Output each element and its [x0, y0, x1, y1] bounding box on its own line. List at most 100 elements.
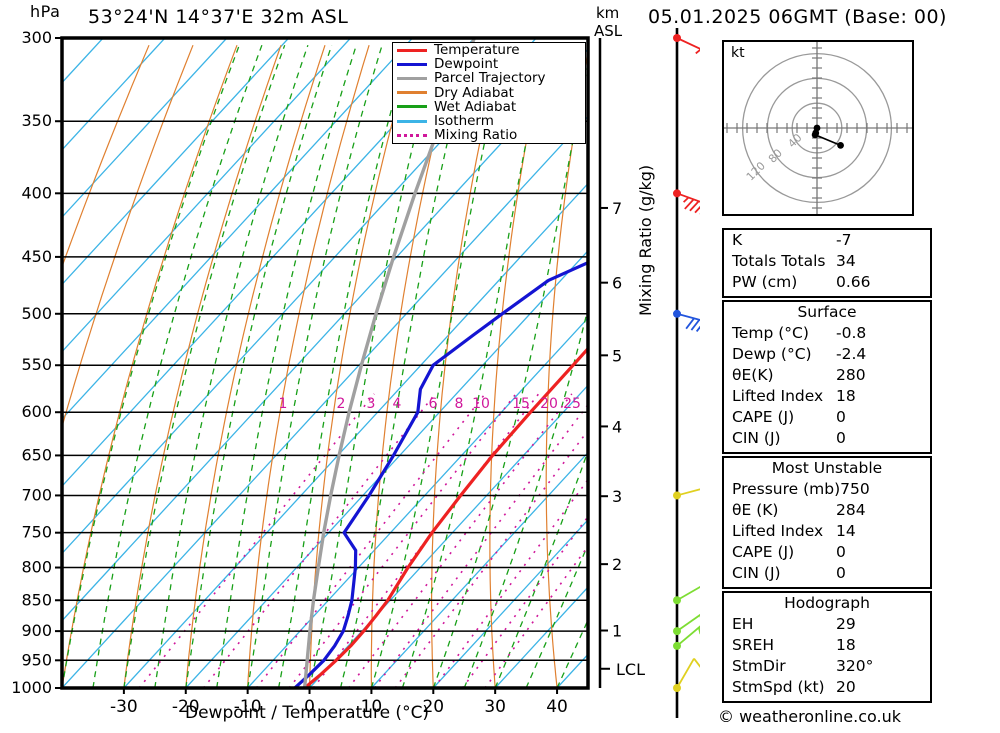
index-row: Totals Totals 34	[724, 251, 930, 272]
temperature-tick-label: -30	[110, 697, 138, 717]
legend-label: Dewpoint	[434, 56, 499, 73]
index-label: K	[732, 231, 743, 249]
index-row: CIN (J) 0	[724, 428, 930, 449]
index-row: CAPE (J) 0	[724, 542, 930, 563]
pressure-tick-label: 700	[21, 485, 52, 504]
isotherm-line	[432, 518, 588, 688]
index-row: θE (K) 284	[724, 500, 930, 521]
index-row: Dewp (°C) -2.4	[724, 344, 930, 365]
index-row: StmSpd (kt) 20	[724, 677, 930, 698]
mixing-ratio-line	[138, 393, 375, 688]
index-value: 20	[836, 678, 856, 696]
index-row: K -7	[724, 230, 930, 251]
wet-adiabat-line	[277, 45, 411, 688]
pressure-tick-label: 600	[21, 402, 52, 421]
wet-adiabat-line	[587, 686, 588, 688]
mixing-ratio-label: 25	[563, 396, 581, 412]
wind-barb	[673, 658, 700, 692]
wet-adiabat-line	[216, 45, 357, 688]
stability-indices-panel: K -7 Totals Totals 34 PW (cm) 0.66	[722, 228, 932, 298]
index-row: StmDir 320°	[724, 656, 930, 677]
index-value: 29	[836, 615, 856, 633]
legend-swatch	[397, 91, 427, 95]
legend-label: Parcel Trajectory	[434, 70, 546, 87]
x-axis-title: Dewpoint / Temperature (°C)	[185, 703, 430, 723]
mixing-ratio-axis-title: Mixing Ratio (g/kg)	[636, 164, 655, 316]
legend-item: Isotherm	[393, 114, 585, 128]
legend-item: Parcel Trajectory	[393, 71, 585, 85]
wet-adiabat-line	[463, 305, 588, 688]
legend-swatch	[397, 48, 427, 52]
index-label: Dewp (°C)	[732, 345, 812, 363]
dry-adiabat-line	[123, 45, 282, 688]
panel-title: Most Unstable	[771, 459, 883, 477]
pressure-tick-label: 950	[21, 650, 52, 669]
mixing-ratio-line	[394, 429, 588, 688]
km-unit-label: km	[596, 4, 620, 22]
mixing-ratio-line	[202, 393, 436, 688]
index-value: -0.8	[836, 324, 867, 342]
dry-adiabat-line	[431, 45, 502, 688]
index-row: θE(K) 280	[724, 365, 930, 386]
wet-adiabat-line	[185, 44, 333, 688]
mixing-ratio-label: 4	[393, 396, 402, 412]
hodograph-panel[interactable]: 40 80 120	[722, 40, 914, 216]
wind-barb	[673, 488, 700, 500]
mixing-ratio-line	[373, 403, 588, 688]
isotherm-line	[62, 38, 228, 219]
dry-adiabat-line	[601, 45, 633, 688]
index-label: θE (K)	[732, 501, 779, 519]
index-value: 18	[836, 387, 856, 405]
index-value: 0	[836, 408, 846, 426]
copyright-label: © weatheronline.co.uk	[718, 707, 901, 726]
legend-item: Temperature	[393, 43, 585, 57]
wet-adiabat-line	[246, 45, 383, 688]
km-tick-label: 7	[612, 199, 622, 218]
pressure-tick-label: 550	[21, 355, 52, 374]
isotherm-line	[62, 38, 475, 488]
index-label: θE(K)	[732, 366, 774, 384]
index-row: Lifted Index 14	[724, 521, 930, 542]
temperature-tick-label: 0	[304, 697, 315, 717]
hodograph-indices-panel: Hodograph EH 29 SREH 18 StmDir 320° StmSpd (kt)…	[722, 591, 932, 703]
index-value: 284	[836, 501, 866, 519]
wet-adiabat-line	[62, 44, 240, 688]
temperature-tick-label: 40	[546, 697, 568, 717]
pressure-tick-label: 400	[21, 183, 52, 202]
dry-adiabat-line	[62, 44, 194, 429]
hodograph-unit-label: kt	[731, 45, 745, 61]
km-tick-label: 1	[612, 622, 622, 641]
index-row: CIN (J) 0	[724, 563, 930, 584]
skewt-diagram: 3003504004505005506006507007508008509009…	[11, 28, 700, 718]
index-label: Pressure (mb)	[732, 480, 841, 498]
isotherm-line	[247, 317, 588, 688]
wet-adiabat-line	[339, 45, 472, 688]
wet-adiabat-line	[370, 45, 508, 688]
km-tick-label: 3	[612, 487, 622, 506]
legend-swatch	[397, 133, 427, 137]
legend-swatch	[397, 76, 427, 80]
index-label: Temp (°C)	[732, 324, 809, 342]
panel-title: Hodograph	[784, 594, 870, 612]
index-label: Totals Totals	[732, 252, 826, 270]
index-value: 0	[836, 564, 846, 582]
dry-adiabat-line	[62, 44, 150, 269]
index-value: 0	[836, 429, 846, 447]
km-tick-label: 6	[612, 274, 622, 293]
index-value: 750	[840, 480, 870, 498]
dry-adiabat-line	[62, 44, 238, 688]
temperature-tick-label: -10	[234, 697, 262, 717]
wind-barb	[673, 189, 700, 215]
panel-title: Surface	[797, 303, 857, 321]
index-label: CAPE (J)	[732, 543, 795, 561]
index-value: -7	[836, 231, 852, 249]
plot-frame	[60, 36, 590, 690]
index-label: StmDir	[732, 657, 786, 675]
mixing-ratio-line	[433, 478, 588, 688]
legend-item: Dry Adiabat	[393, 86, 585, 100]
wet-adiabat-line	[494, 449, 588, 688]
isotherm-line	[370, 451, 588, 688]
km-tick-label: 2	[612, 555, 622, 574]
index-value: -2.4	[836, 345, 867, 363]
km-tick-label: 4	[612, 417, 622, 436]
